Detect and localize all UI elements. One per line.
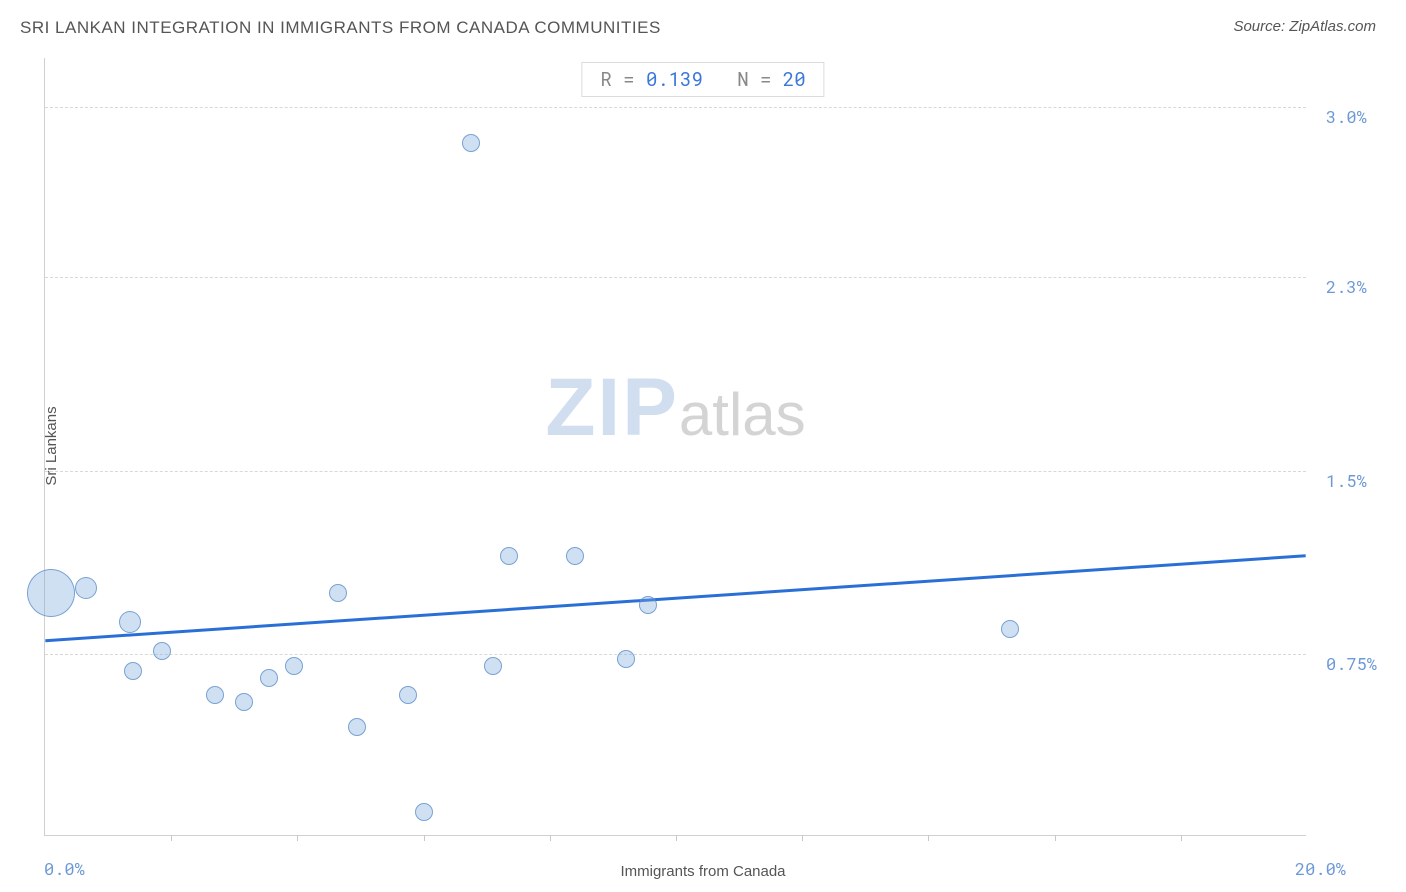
gridline (45, 471, 1306, 472)
data-point[interactable] (27, 569, 75, 617)
stat-r-value: 0.139 (646, 67, 703, 92)
stat-n-label: N = (737, 67, 783, 92)
data-point[interactable] (348, 718, 366, 736)
x-tick (424, 835, 425, 841)
x-tick (802, 835, 803, 841)
stats-box: R = 0.139 N = 20 (581, 62, 824, 97)
data-point[interactable] (1001, 620, 1019, 638)
regression-line (45, 58, 1306, 835)
source-attribution: Source: ZipAtlas.com (1233, 18, 1376, 35)
x-tick (297, 835, 298, 841)
x-tick (928, 835, 929, 841)
data-point[interactable] (260, 669, 278, 687)
data-point[interactable] (415, 803, 433, 821)
gridline (45, 277, 1306, 278)
data-point[interactable] (153, 642, 171, 660)
gridline (45, 654, 1306, 655)
x-tick (171, 835, 172, 841)
data-point[interactable] (206, 686, 224, 704)
watermark-light: atlas (679, 381, 806, 448)
gridline (45, 107, 1306, 108)
watermark-bold: ZIP (545, 362, 679, 453)
data-point[interactable] (75, 577, 97, 599)
x-axis-label: Immigrants from Canada (620, 863, 785, 880)
x-tick (1055, 835, 1056, 841)
x-max-label: 20.0% (1295, 857, 1346, 880)
watermark: ZIPatlas (545, 361, 805, 455)
data-point[interactable] (235, 693, 253, 711)
y-tick-label: 3.0% (1326, 105, 1367, 128)
data-point[interactable] (462, 134, 480, 152)
y-tick-label: 1.5% (1326, 469, 1367, 492)
data-point[interactable] (484, 657, 502, 675)
data-point[interactable] (285, 657, 303, 675)
x-min-label: 0.0% (44, 857, 85, 880)
data-point[interactable] (639, 596, 657, 614)
data-point[interactable] (119, 611, 141, 633)
data-point[interactable] (329, 584, 347, 602)
chart-container: SRI LANKAN INTEGRATION IN IMMIGRANTS FRO… (0, 0, 1406, 892)
data-point[interactable] (399, 686, 417, 704)
x-tick (676, 835, 677, 841)
y-tick-label: 2.3% (1326, 275, 1367, 298)
x-tick (550, 835, 551, 841)
stat-n-value: 20 (783, 67, 806, 92)
data-point[interactable] (617, 650, 635, 668)
y-tick-label: 0.75% (1326, 652, 1377, 675)
x-tick (1181, 835, 1182, 841)
data-point[interactable] (124, 662, 142, 680)
stat-r-label: R = (600, 67, 646, 92)
chart-title: SRI LANKAN INTEGRATION IN IMMIGRANTS FRO… (20, 18, 661, 38)
scatter-plot-area: ZIPatlas (44, 58, 1306, 836)
data-point[interactable] (500, 547, 518, 565)
data-point[interactable] (566, 547, 584, 565)
